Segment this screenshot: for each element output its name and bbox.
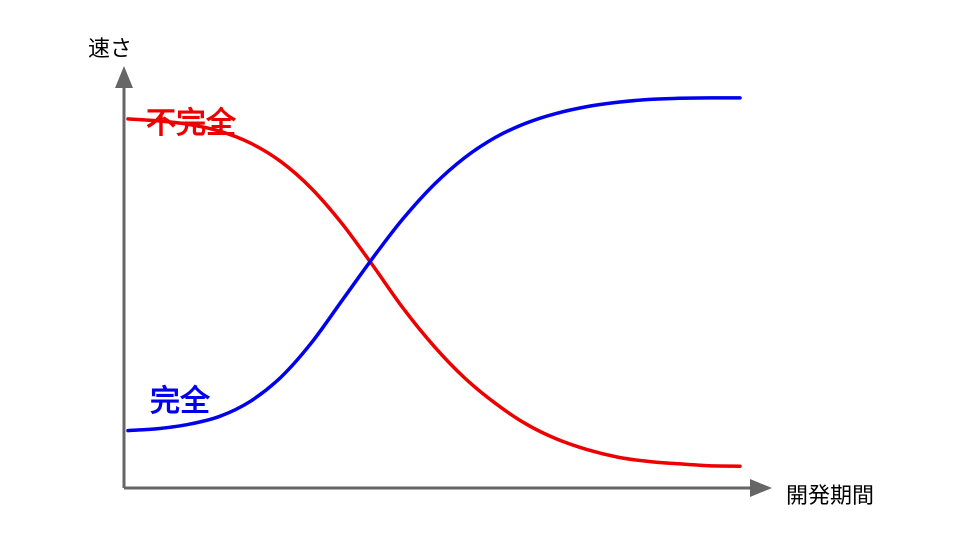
x-axis-label: 開発期間	[786, 484, 874, 509]
series-line-incomplete	[126, 117, 742, 468]
series-label-incomplete: 不完全	[146, 106, 237, 141]
series-label-complete: 完全	[150, 384, 211, 419]
y-axis	[115, 66, 133, 488]
series-layer	[126, 96, 742, 468]
y-axis-label: 速さ	[88, 37, 132, 62]
x-axis-arrowhead	[750, 479, 772, 497]
y-axis-arrowhead	[115, 66, 133, 88]
x-axis	[124, 479, 772, 497]
series-line-complete	[126, 96, 742, 433]
